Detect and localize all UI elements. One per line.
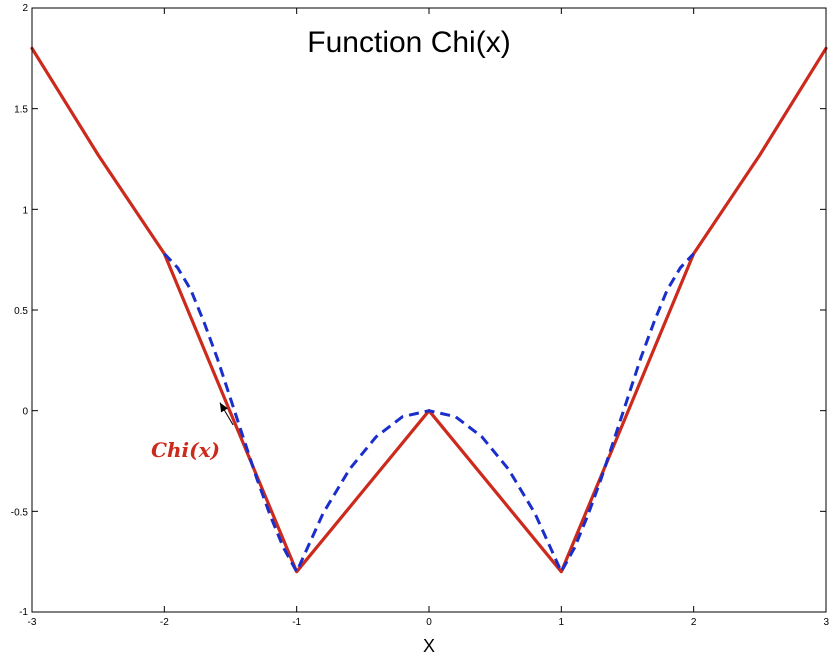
x-tick-label: -3 [28,617,37,628]
x-tick-label: 1 [559,617,565,628]
y-tick-label: 1.5 [14,105,28,116]
y-tick-label: 1 [22,205,28,216]
x-tick-label: -2 [160,617,169,628]
annotation-label: Chi(x) [151,438,220,462]
y-tick-label: 0.5 [14,306,28,317]
y-tick-label: -1 [19,607,28,618]
y-tick-label: 0 [22,407,28,418]
x-tick-label: 2 [691,617,697,628]
series-layer [30,46,828,574]
x-axis-label: X [423,636,435,656]
x-tick-label: 0 [426,617,432,628]
x-tick-label: -1 [292,617,301,628]
plot-background [32,8,826,612]
chart-title: Function Chi(x) [307,26,510,59]
series-line-dashed-1 [163,252,695,574]
ticks-layer: -3 -2 -1 0 1 2 3 -1 -0.5 0 0.5 1 1.5 2 [11,3,830,628]
x-tick-label: 3 [823,617,829,628]
annotation-arrow-head [219,402,228,413]
y-tick-label: -0.5 [11,507,29,518]
y-tick-label: 2 [22,3,28,14]
annotation-layer: Chi(x) [151,402,234,462]
